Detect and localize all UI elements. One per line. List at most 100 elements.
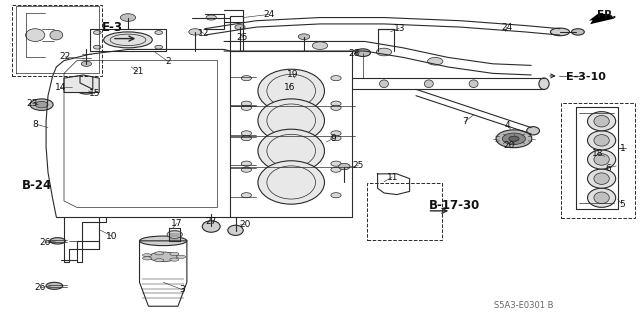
Text: S5A3-E0301 B: S5A3-E0301 B xyxy=(494,301,553,310)
Text: 10: 10 xyxy=(106,232,118,241)
Ellipse shape xyxy=(140,236,187,246)
Ellipse shape xyxy=(170,258,179,261)
Ellipse shape xyxy=(155,45,163,49)
Ellipse shape xyxy=(331,161,341,166)
Text: B-17-30: B-17-30 xyxy=(429,199,480,212)
Bar xyxy=(367,183,442,240)
Text: 6: 6 xyxy=(605,164,611,173)
Ellipse shape xyxy=(355,49,371,56)
Ellipse shape xyxy=(167,231,182,238)
Ellipse shape xyxy=(502,133,525,145)
Text: 1: 1 xyxy=(620,144,625,153)
Ellipse shape xyxy=(594,173,609,184)
Text: 17: 17 xyxy=(171,219,182,228)
Ellipse shape xyxy=(258,129,324,173)
Ellipse shape xyxy=(235,25,245,30)
Ellipse shape xyxy=(331,101,341,106)
Text: 22: 22 xyxy=(60,52,71,61)
Bar xyxy=(12,5,102,76)
Ellipse shape xyxy=(298,34,310,40)
Ellipse shape xyxy=(594,192,609,204)
Text: 9: 9 xyxy=(330,134,335,143)
Text: 19: 19 xyxy=(287,70,299,78)
Ellipse shape xyxy=(331,131,341,136)
Ellipse shape xyxy=(550,28,570,36)
Text: 23: 23 xyxy=(26,99,38,108)
Ellipse shape xyxy=(469,80,478,87)
Ellipse shape xyxy=(339,163,350,170)
Ellipse shape xyxy=(143,257,152,260)
Ellipse shape xyxy=(206,15,216,20)
Ellipse shape xyxy=(30,99,53,110)
Ellipse shape xyxy=(241,193,252,198)
Text: 20: 20 xyxy=(504,141,515,150)
Ellipse shape xyxy=(46,282,63,289)
Ellipse shape xyxy=(424,80,433,87)
Ellipse shape xyxy=(143,254,152,257)
Ellipse shape xyxy=(331,105,341,110)
Text: 24: 24 xyxy=(501,23,513,32)
Text: FR.: FR. xyxy=(597,10,616,20)
Ellipse shape xyxy=(588,150,616,169)
Ellipse shape xyxy=(241,131,252,136)
Ellipse shape xyxy=(588,169,616,188)
Text: 25: 25 xyxy=(236,33,248,42)
Ellipse shape xyxy=(258,99,324,142)
Text: B-24: B-24 xyxy=(22,179,52,191)
Text: 7: 7 xyxy=(462,117,467,126)
Ellipse shape xyxy=(26,29,45,41)
Ellipse shape xyxy=(77,85,96,94)
Ellipse shape xyxy=(588,188,616,207)
Text: E-3-10: E-3-10 xyxy=(566,71,606,82)
Text: 3: 3 xyxy=(180,285,185,294)
Text: 18: 18 xyxy=(592,149,604,158)
Text: 27: 27 xyxy=(205,217,217,226)
Ellipse shape xyxy=(527,127,540,135)
Ellipse shape xyxy=(509,136,519,141)
Text: 2: 2 xyxy=(165,57,170,66)
Ellipse shape xyxy=(428,57,443,65)
Ellipse shape xyxy=(258,69,324,113)
Ellipse shape xyxy=(155,259,164,262)
Ellipse shape xyxy=(241,101,252,106)
Ellipse shape xyxy=(572,29,584,35)
Ellipse shape xyxy=(81,61,92,66)
Ellipse shape xyxy=(241,76,252,81)
Ellipse shape xyxy=(258,161,324,204)
Ellipse shape xyxy=(228,225,243,235)
Ellipse shape xyxy=(202,221,220,232)
Ellipse shape xyxy=(35,101,48,108)
Text: 11: 11 xyxy=(387,173,398,182)
Polygon shape xyxy=(64,75,99,93)
Text: 24: 24 xyxy=(264,10,275,19)
Text: 26: 26 xyxy=(35,283,46,292)
Ellipse shape xyxy=(331,76,341,81)
Ellipse shape xyxy=(331,136,341,141)
Text: 21: 21 xyxy=(132,67,143,76)
Ellipse shape xyxy=(241,136,252,141)
Ellipse shape xyxy=(104,32,152,48)
Ellipse shape xyxy=(120,14,136,21)
Ellipse shape xyxy=(496,130,532,148)
Ellipse shape xyxy=(241,161,252,166)
Ellipse shape xyxy=(312,42,328,49)
Ellipse shape xyxy=(380,80,388,87)
Text: 8: 8 xyxy=(33,120,38,129)
Text: 4: 4 xyxy=(504,121,509,130)
Ellipse shape xyxy=(177,255,186,258)
Text: 12: 12 xyxy=(198,29,209,38)
Polygon shape xyxy=(589,13,614,24)
Ellipse shape xyxy=(241,105,252,110)
Ellipse shape xyxy=(331,167,341,172)
Text: 16: 16 xyxy=(284,83,295,92)
Text: 25: 25 xyxy=(353,161,364,170)
Text: 15: 15 xyxy=(89,89,100,98)
Ellipse shape xyxy=(155,252,164,255)
Ellipse shape xyxy=(588,131,616,150)
Ellipse shape xyxy=(50,238,65,244)
Ellipse shape xyxy=(594,154,609,165)
Ellipse shape xyxy=(594,135,609,146)
Ellipse shape xyxy=(241,167,252,172)
Bar xyxy=(561,103,635,218)
Ellipse shape xyxy=(588,112,616,131)
